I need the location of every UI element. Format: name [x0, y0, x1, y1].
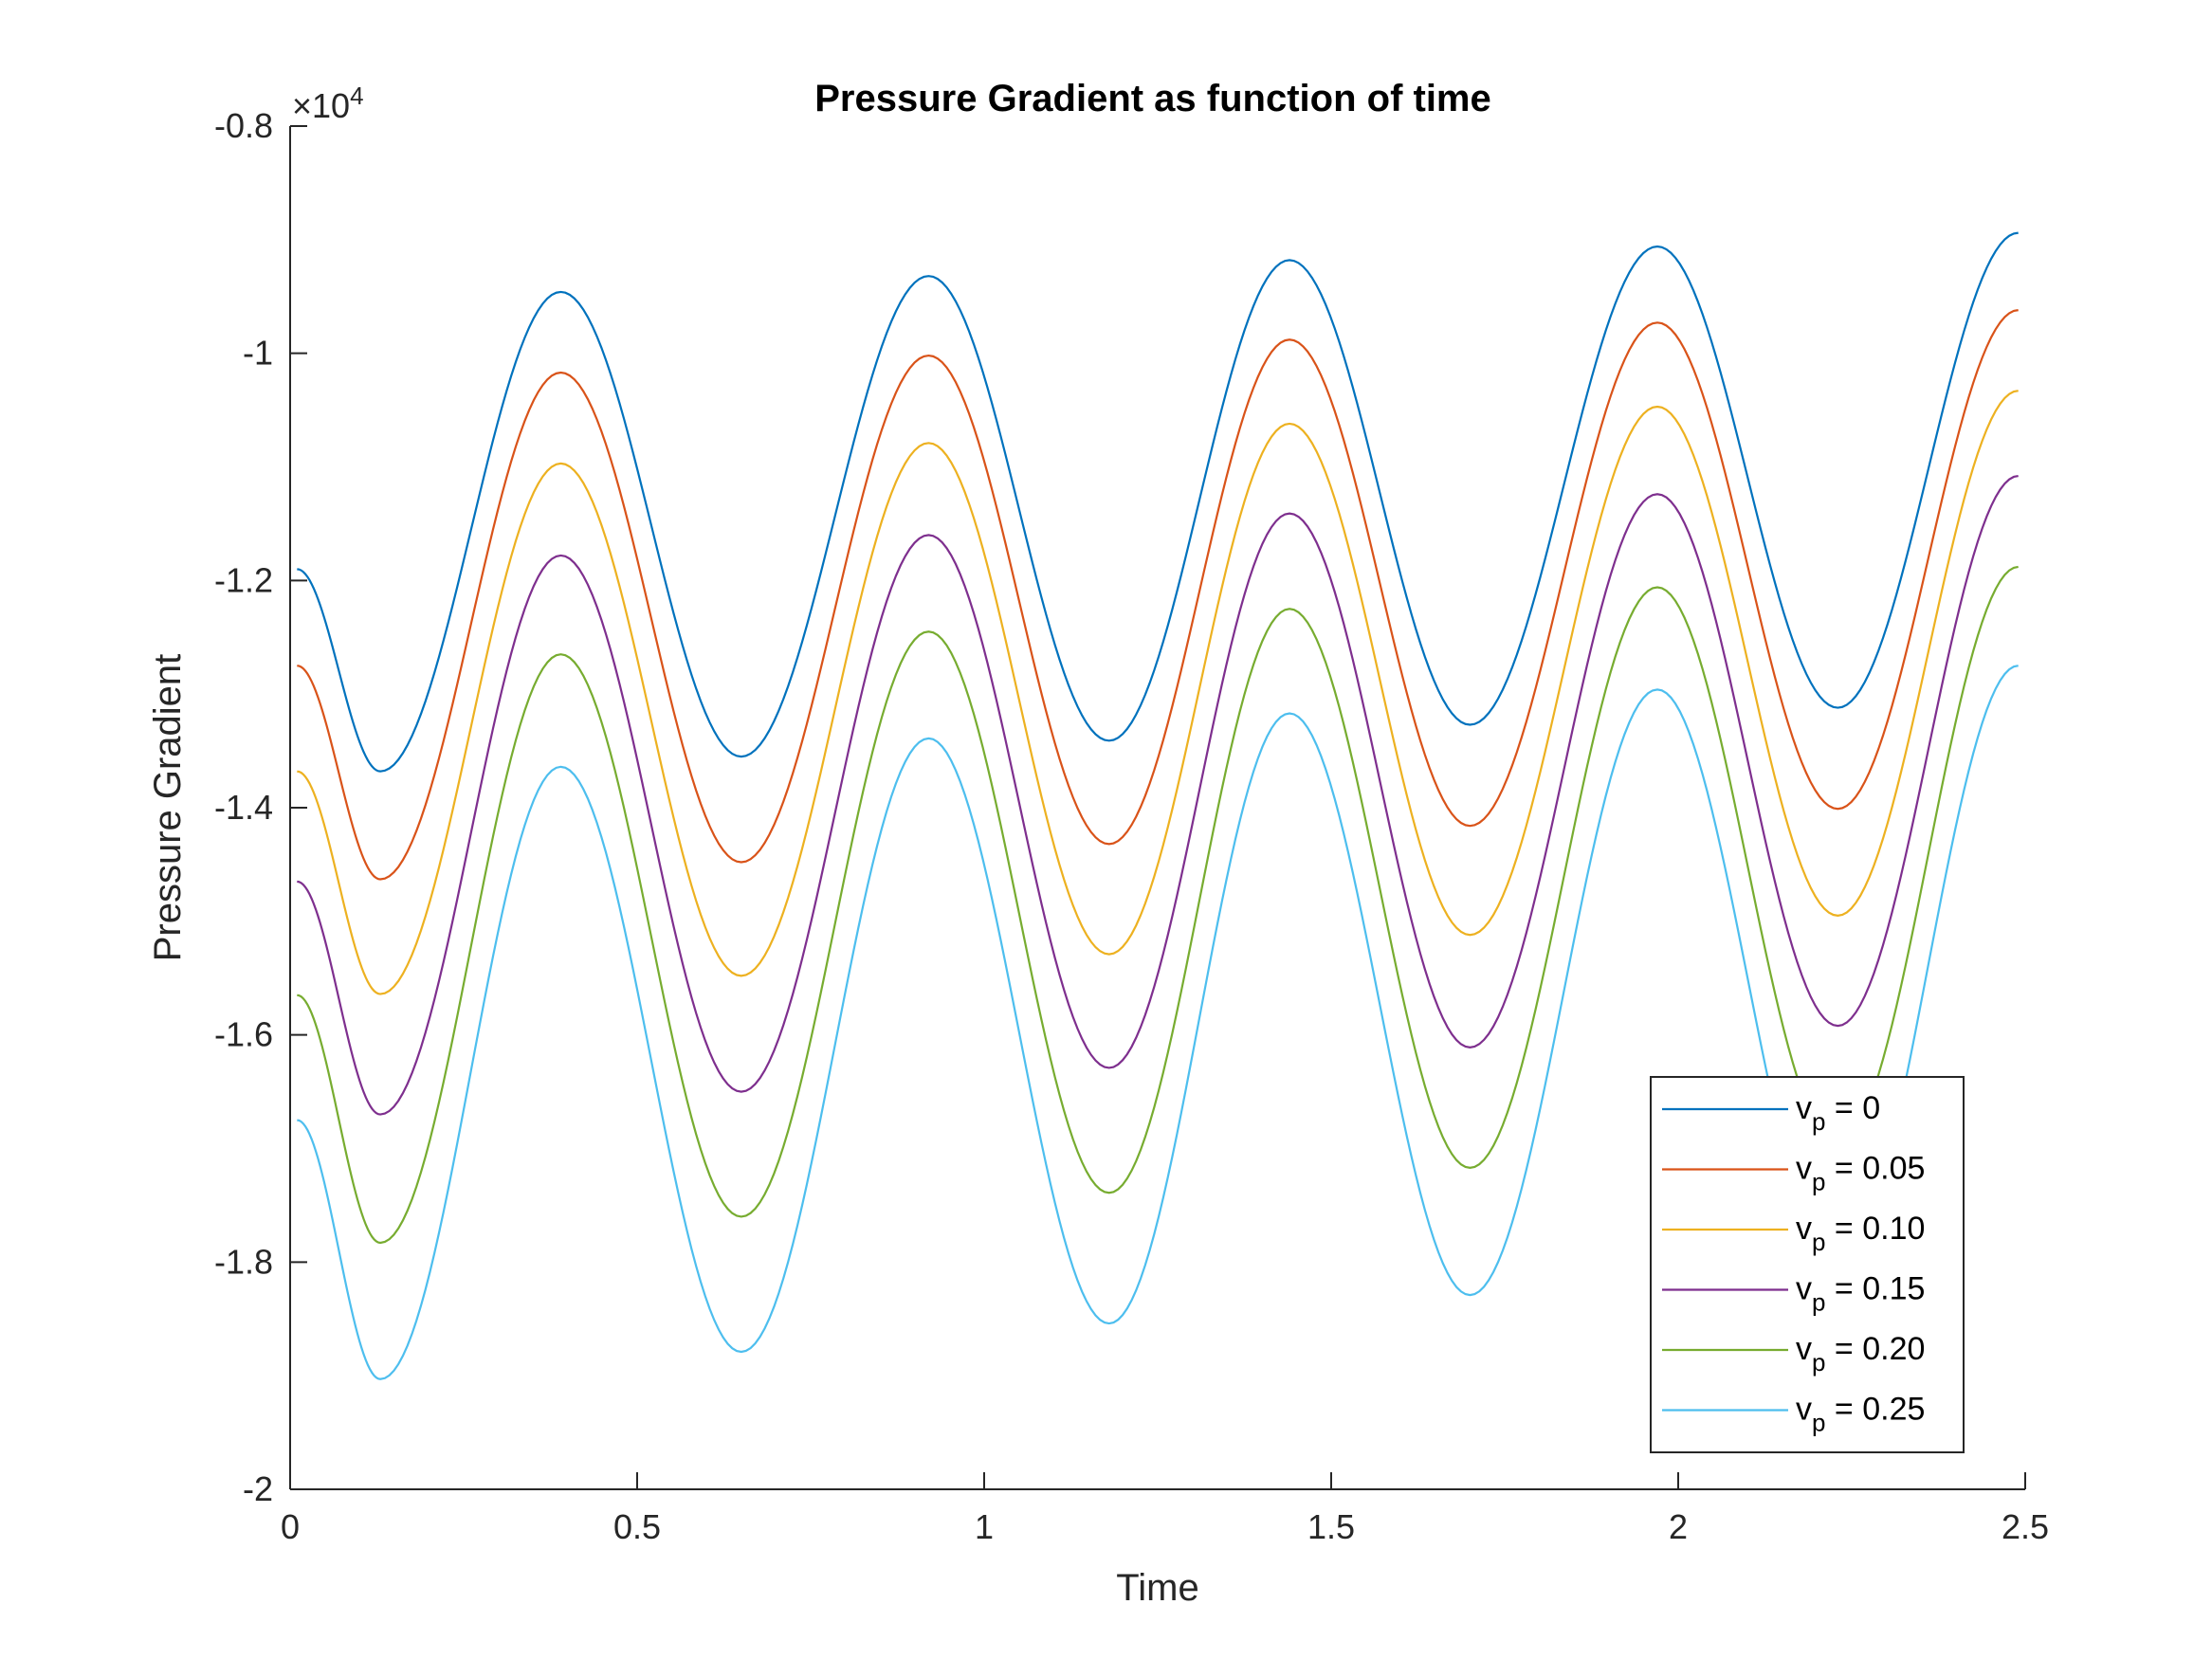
series-line-3	[297, 475, 2019, 1116]
y-axis-label: Pressure Gradient	[147, 654, 189, 962]
legend-label-2: vp = 0.10	[1796, 1211, 1925, 1256]
legend-label-4: vp = 0.20	[1796, 1331, 1925, 1376]
y-tick-label: -1.4	[214, 788, 273, 827]
y-exponent-base: ×10	[292, 86, 350, 125]
y-tick-label: -1.2	[214, 560, 273, 599]
x-tick-label: 0.5	[613, 1507, 661, 1546]
legend-box	[1650, 1076, 1965, 1453]
series-line-5	[297, 665, 2019, 1380]
x-tick-label: 1	[975, 1507, 994, 1546]
y-ticks: -2 -1.8 -1.6 -1.4 -1.2 -1 -0.8	[214, 106, 307, 1508]
series-layer	[297, 231, 2019, 1380]
y-tick-label: -1.8	[214, 1242, 273, 1281]
y-tick-label: -0.8	[214, 106, 273, 145]
y-tick-label: -2	[243, 1469, 273, 1508]
y-tick-label: -1	[243, 334, 273, 373]
chart-title: Pressure Gradient as function of time	[814, 78, 1491, 119]
x-ticks: 0 0.5 1 1.5 2 2.5	[281, 1472, 2049, 1546]
legend: vp = 0 vp = 0.05 vp = 0.10 vp = 0.15 vp = 0.…	[1650, 1076, 1965, 1453]
x-tick-label: 2	[1669, 1507, 1688, 1546]
y-exponent: ×104	[292, 82, 364, 125]
x-tick-label: 1.5	[1307, 1507, 1355, 1546]
series-line-4	[297, 565, 2019, 1245]
series-line-1	[297, 309, 2019, 881]
x-tick-label: 0	[281, 1507, 300, 1546]
legend-items: vp = 0 vp = 0.05 vp = 0.10 vp = 0.15 vp = 0.…	[1662, 1090, 1925, 1437]
series-line-2	[297, 390, 2019, 995]
x-axis-label: Time	[1116, 1567, 1198, 1609]
legend-label-0: vp = 0	[1796, 1090, 1880, 1136]
legend-label-3: vp = 0.15	[1796, 1271, 1925, 1317]
y-tick-label: -1.6	[214, 1015, 273, 1054]
series-line-0	[297, 231, 2019, 773]
legend-label-1: vp = 0.05	[1796, 1151, 1925, 1196]
x-tick-label: 2.5	[2002, 1507, 2049, 1546]
legend-label-5: vp = 0.25	[1796, 1392, 1925, 1437]
y-exponent-power: 4	[350, 82, 363, 110]
